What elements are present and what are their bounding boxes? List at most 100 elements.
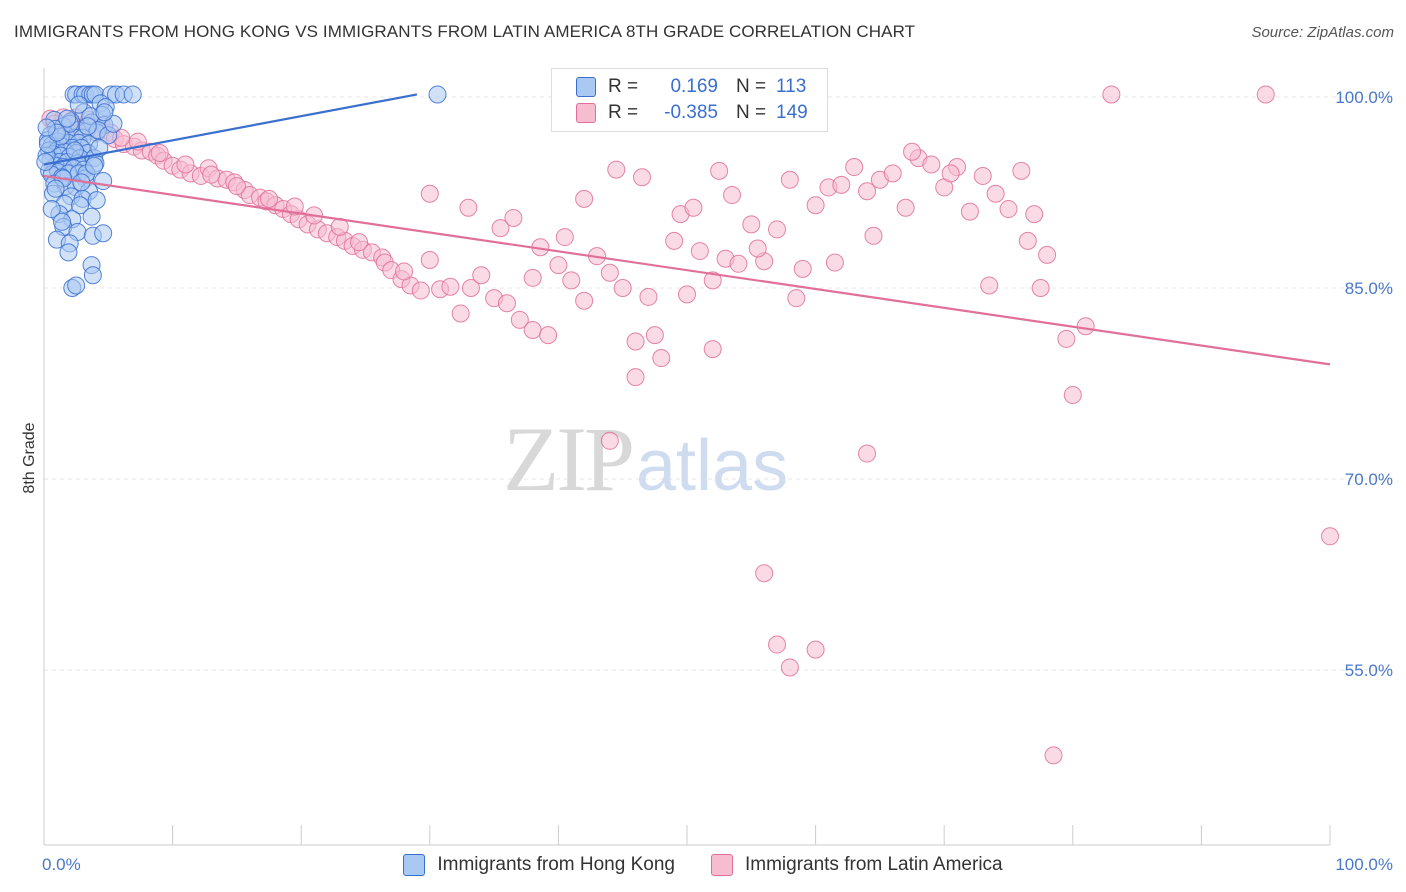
data-point [1076, 317, 1095, 336]
data-point [645, 326, 664, 345]
y-axis-label: 8th Grade [21, 422, 38, 493]
data-point [461, 279, 480, 297]
data-point [845, 158, 864, 177]
data-point [1018, 231, 1037, 250]
legend-r-value: 0.169 [670, 76, 718, 97]
stats-legend: R = 0.169 N = 113 R = -0.385 N = 149 [551, 68, 828, 132]
data-point [903, 142, 922, 161]
data-point [549, 256, 568, 275]
data-point [523, 268, 542, 287]
data-point [37, 118, 56, 137]
data-point [858, 444, 877, 463]
data-point [678, 285, 696, 304]
data-point [58, 109, 77, 128]
data-point [441, 277, 460, 296]
legend-n-label: N = [736, 102, 767, 123]
data-point [973, 166, 992, 185]
trend-line-hong-kong [43, 93, 418, 166]
data-point [858, 182, 877, 201]
data-point [1256, 85, 1275, 104]
x-tick-label-max: 100.0% [1335, 855, 1393, 874]
chart-title: IMMIGRANTS FROM HONG KONG VS IMMIGRANTS … [14, 22, 916, 41]
axes [43, 68, 1331, 846]
data-point [65, 141, 84, 160]
data-point [1025, 205, 1044, 224]
data-point [227, 177, 246, 196]
data-point [150, 144, 169, 163]
legend-r-value: -0.385 [664, 102, 718, 123]
legend-row-latin-america: R = -0.385 N = 149 [576, 100, 808, 126]
data-point [941, 164, 960, 183]
data-point [78, 117, 97, 136]
y-tick-label: 100.0% [1335, 88, 1393, 107]
x-tick-label-min: 0.0% [42, 855, 81, 874]
data-point [94, 172, 113, 191]
legend-r-label: R = [608, 76, 639, 97]
data-point [504, 208, 523, 227]
data-point [600, 263, 619, 282]
legend-r-label: R = [608, 102, 639, 123]
data-point [1038, 245, 1057, 264]
data-point [613, 279, 632, 297]
data-point [36, 152, 55, 171]
data-point [510, 310, 529, 329]
trend-lines [43, 93, 1331, 366]
data-point [395, 262, 414, 281]
data-point [806, 196, 825, 215]
data-point [428, 85, 447, 104]
data-point [1012, 161, 1031, 180]
data-point [600, 431, 619, 450]
data-point [94, 224, 113, 243]
data-point [806, 640, 825, 659]
data-point [420, 184, 439, 203]
y-tick-label: 55.0% [1345, 661, 1393, 680]
watermark-atlas: atlas [636, 426, 788, 506]
data-point [1031, 279, 1050, 297]
legend-swatch-pink [576, 103, 596, 123]
data-point [53, 212, 72, 231]
data-point [95, 103, 114, 122]
data-point [703, 340, 722, 359]
data-point [690, 242, 709, 261]
data-point [723, 186, 742, 205]
data-point [46, 179, 65, 198]
data-point [999, 200, 1018, 219]
watermark: ZIP atlas [503, 408, 788, 510]
watermark-zip: ZIP [503, 408, 632, 510]
data-point [632, 168, 651, 187]
data-point [83, 266, 102, 285]
axis-labels: 100.0% 85.0% 70.0% 55.0% 0.0% 100.0% 8th Grade [21, 88, 1393, 874]
y-tick-label: 85.0% [1345, 279, 1393, 298]
data-point [780, 170, 799, 189]
data-point [652, 349, 671, 368]
data-point [42, 200, 61, 219]
data-point [1063, 385, 1082, 404]
legend-label-hong-kong: Immigrants from Hong Kong [437, 854, 675, 875]
series-legend: Immigrants from Hong Kong Immigrants fro… [0, 852, 1406, 878]
data-point [1102, 85, 1121, 104]
data-point [1057, 329, 1076, 348]
legend-label-latin-america: Immigrants from Latin America [744, 854, 1003, 875]
source-label: Source: ZipAtlas.com [1251, 24, 1394, 41]
legend-row-hong-kong: R = 0.169 N = 113 [576, 74, 806, 100]
data-point [780, 658, 799, 677]
data-point [639, 287, 658, 306]
data-point [922, 155, 941, 174]
data-point [1044, 746, 1063, 765]
data-point [59, 243, 78, 262]
data-point [768, 635, 787, 654]
data-point [1321, 527, 1339, 546]
data-point [491, 219, 510, 238]
data-point [742, 215, 761, 234]
data-point [684, 198, 703, 217]
data-point [69, 95, 88, 114]
data-point [123, 85, 142, 104]
legend-item-hong-kong[interactable]: Immigrants from Hong Kong [403, 854, 675, 876]
data-point [451, 304, 470, 323]
legend-item-latin-america[interactable]: Immigrants from Latin America [710, 854, 1003, 876]
legend-swatch-blue [576, 77, 596, 97]
data-point [350, 233, 369, 252]
data-point [82, 207, 101, 226]
data-point [411, 281, 430, 300]
